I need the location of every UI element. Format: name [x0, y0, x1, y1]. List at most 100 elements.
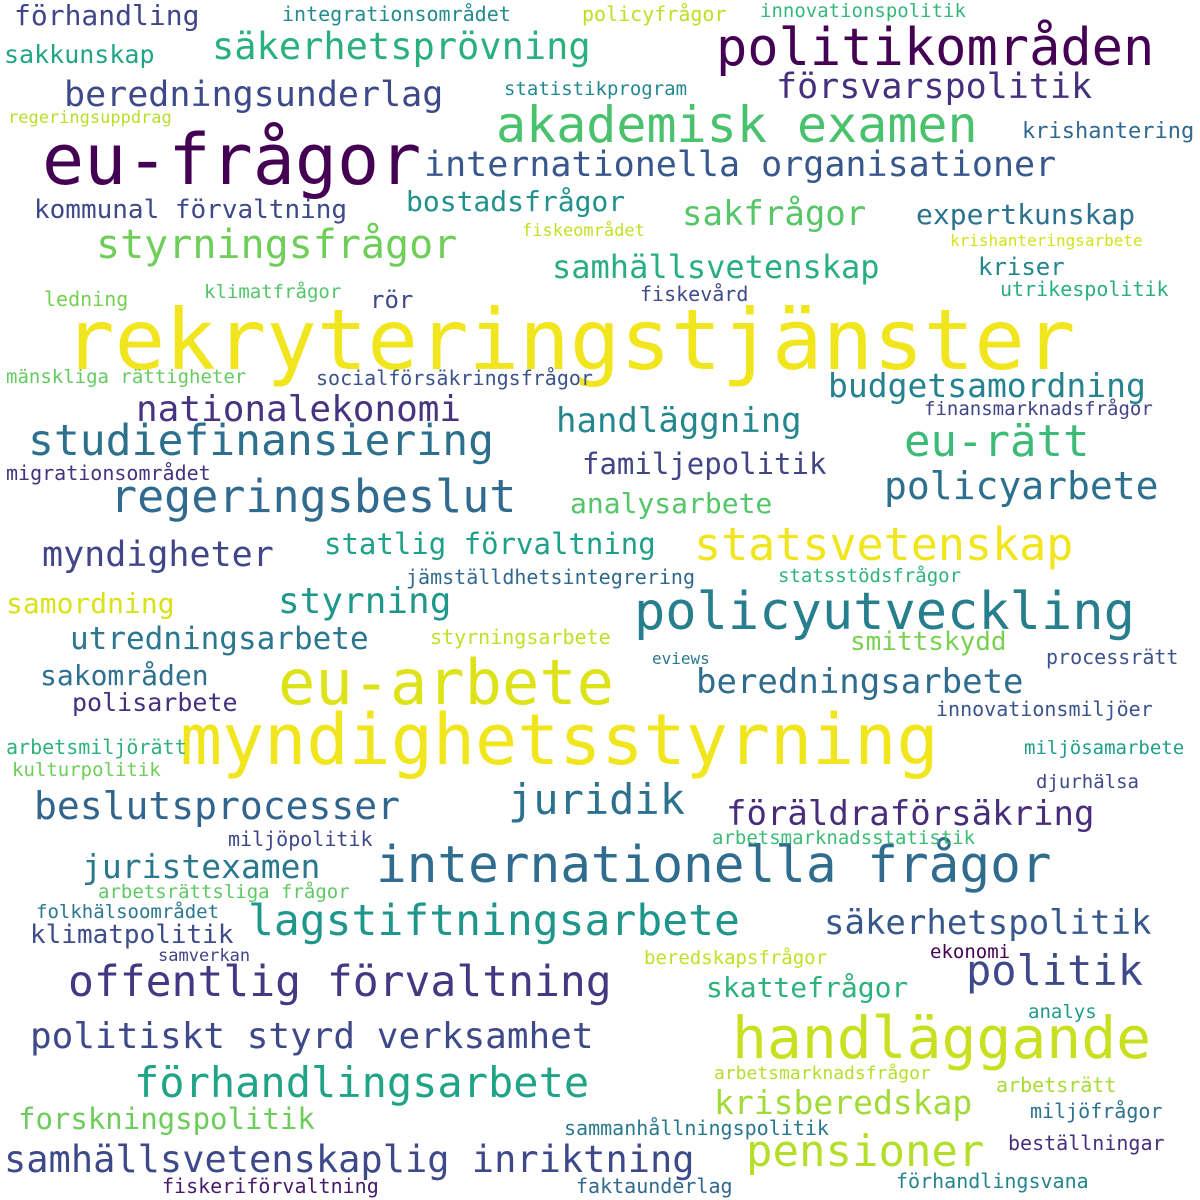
cloud-word: sammanhållningspolitik — [564, 1116, 829, 1140]
cloud-word: utredningsarbete — [70, 621, 369, 657]
cloud-word: djurhälsa — [1036, 771, 1139, 793]
cloud-word: statistikprogram — [504, 78, 688, 100]
cloud-word: styrning — [278, 581, 452, 622]
cloud-word: arbetsrätt — [996, 1073, 1117, 1097]
cloud-word: internationella organisationer — [424, 145, 1057, 185]
cloud-word: policyarbete — [884, 464, 1159, 508]
cloud-word: processrätt — [1046, 645, 1179, 669]
cloud-word: handläggande — [732, 1004, 1152, 1072]
cloud-word: policyutveckling — [634, 582, 1135, 642]
cloud-word: policyfrågor — [582, 2, 727, 26]
cloud-word: förhandlingsarbete — [134, 1058, 590, 1107]
cloud-word: eu-frågor — [42, 119, 422, 201]
cloud-word: arbetsrättsliga frågor — [98, 881, 350, 903]
cloud-word: beredningsarbete — [696, 662, 1024, 702]
cloud-word: föräldraförsäkring — [726, 794, 1095, 834]
cloud-word: juristexamen — [82, 847, 321, 886]
cloud-word: kommunal förvaltning — [34, 195, 348, 225]
cloud-word: statsstödsfrågor — [778, 565, 962, 587]
cloud-word: styrningsfrågor — [96, 222, 458, 268]
cloud-word: eviews — [652, 649, 710, 668]
cloud-word: juridik — [508, 775, 686, 824]
cloud-word: myndigheter — [42, 535, 274, 575]
cloud-word: lagstiftningsarbete — [248, 896, 740, 946]
cloud-word: arbetsmarknadsstatistik — [712, 827, 976, 849]
cloud-word: forskningspolitik — [18, 1102, 315, 1136]
cloud-word: statsvetenskap — [694, 518, 1074, 571]
cloud-word: krisberedskap — [714, 1083, 973, 1122]
cloud-word: eu-rätt — [904, 416, 1090, 467]
cloud-word: klimatfrågor — [204, 281, 342, 303]
cloud-word: bostadsfrågor — [406, 185, 626, 218]
cloud-word: regeringsuppdrag — [8, 108, 172, 128]
cloud-word: migrationsområdet — [6, 461, 211, 485]
cloud-word: samverkan — [158, 946, 251, 966]
cloud-word: studiefinansiering — [28, 416, 494, 466]
cloud-word: fiskeriförvaltning — [162, 1174, 379, 1198]
cloud-word: nationalekonomi — [136, 389, 462, 430]
cloud-word: finansmarknadsfrågor — [924, 398, 1153, 420]
cloud-word: analys — [1028, 1001, 1097, 1023]
cloud-word: krishantering — [1022, 119, 1195, 144]
cloud-word: försvarspolitik — [776, 67, 1093, 107]
cloud-word: budgetsamordning — [828, 366, 1146, 405]
cloud-word: samhällsvetenskap — [552, 248, 880, 286]
cloud-word: beredningsunderlag — [64, 75, 444, 115]
cloud-word: analysarbete — [570, 487, 773, 520]
cloud-word: myndighetsstyrning — [180, 699, 939, 781]
cloud-word: miljösamarbete — [1024, 737, 1185, 759]
cloud-word: utrikespolitik — [1000, 277, 1169, 301]
cloud-word: arbetsmiljörätt — [6, 735, 187, 759]
cloud-word: politik — [966, 946, 1144, 995]
cloud-word: integrationsområdet — [282, 2, 511, 26]
cloud-word: expertkunskap — [916, 198, 1136, 231]
cloud-word: säkerhetspolitik — [824, 903, 1152, 943]
cloud-word: kulturpolitik — [12, 759, 161, 781]
cloud-word: fiskeområdet — [522, 221, 645, 241]
cloud-word: säkerhetsprövning — [212, 25, 591, 68]
cloud-word: sakfrågor — [682, 194, 867, 234]
cloud-word: jämställdhetsintegrering — [406, 565, 695, 589]
cloud-word: förhandlingsvana — [896, 1169, 1089, 1193]
cloud-word: kriser — [978, 253, 1065, 281]
cloud-word: offentlig förvaltning — [68, 957, 612, 1007]
cloud-word: klimatpolitik — [30, 920, 234, 950]
cloud-word: skattefrågor — [706, 971, 909, 1004]
cloud-word: handläggning — [556, 401, 802, 441]
cloud-word: sakkunskap — [4, 40, 155, 69]
cloud-word: ekonomi — [930, 941, 1011, 963]
cloud-word: beredskapsfrågor — [644, 947, 828, 969]
cloud-word: miljöfrågor — [1030, 1099, 1163, 1123]
cloud-word: arbetsmarknadsfrågor — [714, 1063, 931, 1084]
cloud-word: miljöpolitik — [228, 827, 373, 851]
cloud-word: internationella frågor — [376, 836, 1052, 895]
cloud-word: faktaunderlag — [576, 1174, 733, 1198]
cloud-word: samhällsvetenskaplig inriktning — [4, 1138, 695, 1181]
cloud-word: ledning — [44, 287, 129, 311]
cloud-word: sakområden — [40, 659, 209, 692]
cloud-word: politiskt styrd verksamhet — [30, 1016, 594, 1057]
cloud-word: fiskevård — [640, 282, 749, 306]
cloud-word: pensioner — [746, 1126, 985, 1177]
cloud-word: innovationsmiljöer — [936, 697, 1153, 721]
cloud-word: smittskydd — [850, 627, 1007, 657]
cloud-word: beslutsprocesser — [34, 784, 401, 828]
cloud-word: politikområden — [716, 18, 1155, 78]
cloud-word: samordning — [6, 587, 175, 620]
cloud-word: styrningsarbete — [430, 625, 611, 649]
cloud-word: innovationspolitik — [760, 0, 966, 22]
cloud-word: folkhälsoområdet — [36, 901, 220, 923]
cloud-word: socialförsäkringsfrågor — [316, 366, 593, 390]
cloud-word: akademisk examen — [496, 96, 978, 154]
cloud-word: regeringsbeslut — [110, 470, 517, 523]
cloud-word: statlig förvaltning — [324, 527, 656, 561]
cloud-word: mänskliga rättigheter — [6, 366, 247, 388]
cloud-word: eu-arbete — [278, 646, 614, 719]
cloud-word: polisarbete — [72, 688, 238, 717]
cloud-word: förhandling — [14, 0, 200, 32]
cloud-word: rör — [370, 286, 414, 314]
cloud-word: familjepolitik — [582, 447, 827, 481]
cloud-word: krishanteringsarbete — [950, 231, 1143, 250]
cloud-word: beställningar — [1008, 1131, 1165, 1155]
